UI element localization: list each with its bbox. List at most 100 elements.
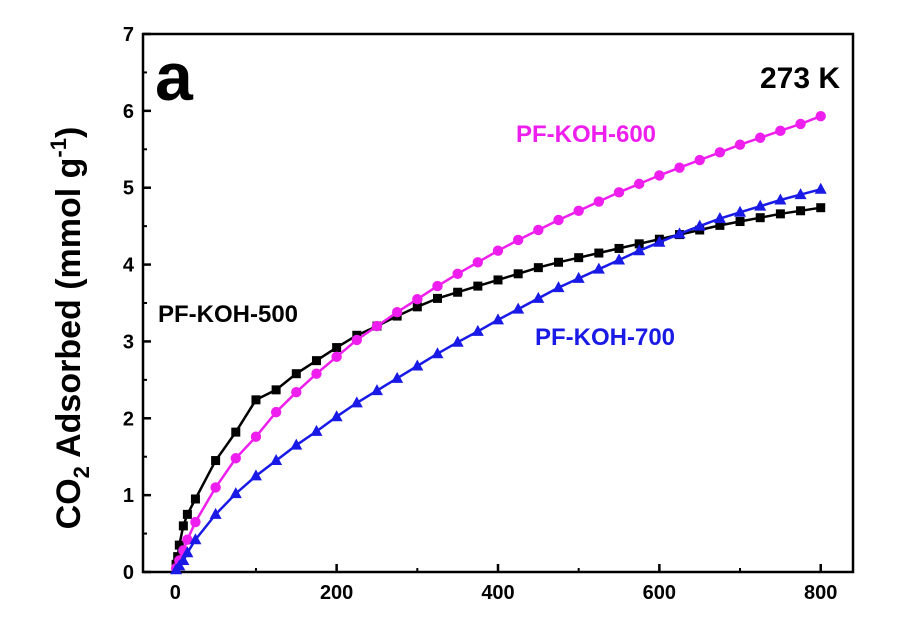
data-point-pf-koh-600 bbox=[674, 162, 685, 173]
data-point-pf-koh-600 bbox=[190, 516, 201, 528]
data-point-pf-koh-600 bbox=[755, 132, 766, 143]
data-point-pf-koh-700 bbox=[492, 313, 504, 325]
y-axis-label-rest: Adsorbed (mmol g bbox=[50, 158, 88, 467]
data-point-pf-koh-500 bbox=[775, 209, 785, 219]
data-point-pf-koh-700 bbox=[451, 335, 464, 347]
y-tick-label: 6 bbox=[123, 101, 134, 123]
data-point-pf-koh-600 bbox=[371, 320, 383, 332]
data-point-pf-koh-600 bbox=[613, 187, 625, 198]
data-point-pf-koh-600 bbox=[182, 534, 193, 545]
data-point-pf-koh-600 bbox=[270, 406, 282, 418]
x-tick-label: 800 bbox=[804, 582, 837, 604]
data-point-pf-koh-500 bbox=[473, 281, 483, 291]
data-point-pf-koh-500 bbox=[533, 263, 543, 273]
data-point-pf-koh-700 bbox=[693, 219, 706, 231]
series-pf-koh-600 bbox=[170, 111, 826, 574]
y-axis-label-end: ) bbox=[50, 127, 88, 138]
y-tick-label: 0 bbox=[123, 562, 134, 584]
data-point-pf-koh-600 bbox=[694, 154, 705, 166]
data-point-pf-koh-700 bbox=[411, 359, 424, 371]
series-label-pf-koh-600: PF-KOH-600 bbox=[516, 121, 656, 148]
x-tick-label: 600 bbox=[643, 582, 676, 604]
data-point-pf-koh-600 bbox=[250, 431, 262, 442]
data-point-pf-koh-700 bbox=[814, 182, 827, 194]
data-point-pf-koh-600 bbox=[633, 178, 645, 190]
data-point-pf-koh-600 bbox=[654, 170, 665, 181]
data-point-pf-koh-500 bbox=[291, 369, 301, 379]
data-point-pf-koh-500 bbox=[182, 509, 192, 519]
data-point-pf-koh-600 bbox=[775, 125, 786, 137]
data-point-pf-koh-600 bbox=[432, 280, 443, 292]
data-point-pf-koh-600 bbox=[311, 368, 322, 379]
data-point-pf-koh-600 bbox=[331, 351, 342, 362]
series-label-pf-koh-700: PF-KOH-700 bbox=[535, 324, 675, 351]
y-axis-label-subscript: 2 bbox=[69, 466, 94, 478]
data-point-pf-koh-600 bbox=[492, 245, 504, 256]
data-point-pf-koh-600 bbox=[795, 118, 806, 130]
data-point-pf-koh-600 bbox=[593, 196, 605, 207]
x-tick-label: 200 bbox=[320, 582, 353, 604]
series-pf-koh-500 bbox=[171, 203, 826, 569]
data-point-pf-koh-500 bbox=[554, 257, 564, 267]
data-point-pf-koh-600 bbox=[512, 234, 524, 246]
x-tick-label: 400 bbox=[481, 582, 514, 604]
data-point-pf-koh-700 bbox=[249, 469, 262, 481]
data-point-pf-koh-600 bbox=[472, 257, 484, 268]
data-point-pf-koh-700 bbox=[290, 438, 303, 450]
data-point-pf-koh-700 bbox=[713, 211, 726, 223]
data-point-pf-koh-500 bbox=[715, 220, 725, 230]
data-point-pf-koh-700 bbox=[673, 227, 686, 239]
data-point-pf-koh-700 bbox=[653, 235, 666, 247]
data-point-pf-koh-700 bbox=[592, 262, 605, 274]
data-point-pf-koh-500 bbox=[614, 243, 624, 253]
data-point-pf-koh-600 bbox=[573, 205, 584, 216]
data-point-pf-koh-700 bbox=[177, 553, 190, 565]
data-point-pf-koh-700 bbox=[431, 347, 444, 359]
data-point-pf-koh-500 bbox=[453, 287, 463, 297]
data-point-pf-koh-500 bbox=[755, 213, 765, 223]
data-point-pf-koh-500 bbox=[594, 248, 604, 258]
data-point-pf-koh-600 bbox=[412, 293, 423, 305]
data-point-pf-koh-700 bbox=[350, 396, 363, 408]
data-point-pf-koh-700 bbox=[189, 533, 202, 545]
y-tick-label: 2 bbox=[123, 408, 134, 430]
data-point-pf-koh-600 bbox=[734, 139, 746, 150]
data-point-pf-koh-500 bbox=[816, 203, 826, 213]
data-point-pf-koh-700 bbox=[734, 205, 747, 217]
data-point-pf-koh-700 bbox=[181, 546, 194, 558]
data-point-pf-koh-600 bbox=[230, 453, 241, 464]
series-layer bbox=[170, 111, 827, 575]
data-point-pf-koh-700 bbox=[572, 271, 585, 283]
series-line-pf-koh-600 bbox=[174, 115, 822, 569]
data-point-pf-koh-500 bbox=[513, 269, 523, 279]
data-point-pf-koh-500 bbox=[231, 427, 241, 437]
data-point-pf-koh-700 bbox=[774, 193, 787, 205]
data-point-pf-koh-500 bbox=[332, 343, 342, 353]
data-point-pf-koh-500 bbox=[796, 206, 806, 216]
y-tick-label: 7 bbox=[123, 24, 134, 46]
data-point-pf-koh-500 bbox=[178, 521, 188, 531]
series-pf-koh-700 bbox=[170, 182, 827, 575]
series-label-pf-koh-500: PF-KOH-500 bbox=[158, 301, 298, 328]
data-point-pf-koh-500 bbox=[251, 395, 261, 405]
data-point-pf-koh-500 bbox=[174, 540, 184, 550]
data-point-pf-koh-700 bbox=[270, 454, 283, 466]
data-point-pf-koh-700 bbox=[370, 384, 383, 396]
data-point-pf-koh-700 bbox=[391, 371, 404, 383]
data-point-pf-koh-600 bbox=[452, 268, 463, 279]
data-point-pf-koh-500 bbox=[311, 356, 321, 366]
temperature-annotation: 273 K bbox=[760, 62, 840, 95]
data-point-pf-koh-700 bbox=[754, 199, 767, 211]
text-layer: a 273 K PF-KOH-600 PF-KOH-500 PF-KOH-700… bbox=[46, 39, 840, 529]
data-point-pf-koh-500 bbox=[432, 293, 442, 303]
data-point-pf-koh-600 bbox=[553, 214, 564, 226]
data-point-pf-koh-700 bbox=[471, 324, 484, 336]
y-tick-label: 4 bbox=[123, 255, 135, 277]
data-point-pf-koh-700 bbox=[794, 188, 807, 200]
data-point-pf-koh-700 bbox=[512, 302, 525, 314]
y-tick-label: 5 bbox=[123, 178, 134, 200]
data-point-pf-koh-600 bbox=[291, 386, 302, 398]
data-point-pf-koh-500 bbox=[735, 217, 745, 227]
data-point-pf-koh-700 bbox=[633, 244, 646, 256]
data-point-pf-koh-500 bbox=[574, 253, 584, 263]
